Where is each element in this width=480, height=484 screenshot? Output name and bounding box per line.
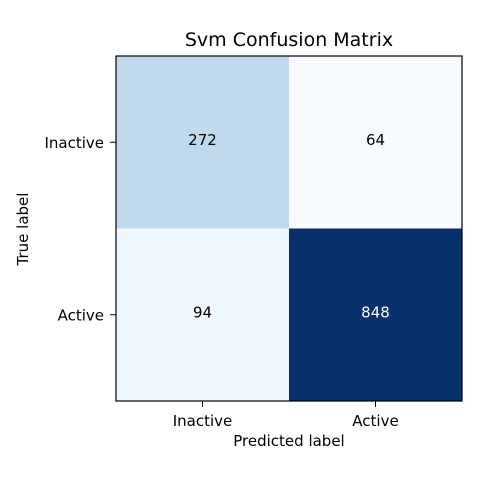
cell-value-labels: 272 64 94 848 bbox=[188, 131, 390, 322]
y-axis-label: True label bbox=[14, 193, 32, 267]
cell-value-label-0-0: 272 bbox=[188, 131, 217, 149]
matrix-cell-1-0 bbox=[116, 228, 289, 401]
x-tick-label: Active bbox=[352, 412, 398, 430]
matrix-cell-0-1 bbox=[289, 56, 462, 229]
plot-frame bbox=[115, 55, 463, 402]
cell-value-label-1-1: 848 bbox=[361, 303, 390, 321]
matrix-cell-0-0 bbox=[116, 56, 289, 229]
y-axis-ticks: Inactive Active bbox=[44, 134, 116, 324]
y-tick-label: Inactive bbox=[44, 134, 104, 152]
cell-value-label-1-0: 94 bbox=[193, 303, 212, 321]
chart-title: Svm Confusion Matrix bbox=[185, 29, 393, 51]
x-axis-label: Predicted label bbox=[233, 432, 344, 450]
matrix-cells bbox=[116, 56, 462, 401]
x-tick-label: Inactive bbox=[173, 412, 233, 430]
y-tick-label: Active bbox=[58, 306, 104, 324]
cell-value-label-0-1: 64 bbox=[366, 131, 385, 149]
x-axis-ticks: Inactive Active bbox=[173, 401, 399, 430]
matrix-cell-1-1 bbox=[289, 228, 462, 401]
